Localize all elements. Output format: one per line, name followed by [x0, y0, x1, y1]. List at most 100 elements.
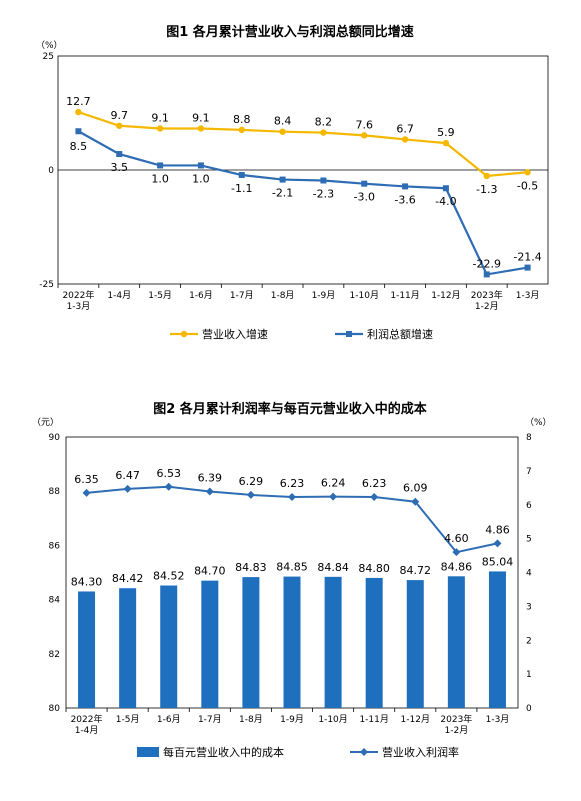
chart-1-data-label: -0.5: [517, 179, 538, 192]
chart-1-series-line-1: [77, 130, 528, 276]
chart-1-legend-label: 利润总额增速: [367, 327, 433, 341]
chart-2-line-point: [370, 492, 379, 501]
chart-1-point: [442, 185, 449, 192]
chart-1-data-label: 9.7: [111, 109, 129, 122]
chart-1-legend-marker: [346, 331, 352, 337]
chart-1-data-label: 3.5: [111, 161, 129, 174]
chart-1-data-label: 6.7: [396, 122, 414, 135]
chart-2-y-tick-right: 6: [526, 501, 532, 511]
chart-1-data-label: 12.7: [66, 95, 91, 108]
chart-1-data-label: 8.8: [233, 113, 251, 126]
chart-1-x-tick-label: 1-12月: [431, 290, 460, 301]
chart-1-data-label: 8.4: [274, 115, 292, 128]
chart-1-y-tick-label: -25: [39, 280, 54, 290]
chart-2: 图2 各月累计利润率与每百元营业收入中的成本 （元） （%） 84.30 84.4…: [32, 401, 552, 759]
chart-2-line-label: 6.23: [280, 477, 305, 490]
chart-2-bar: [119, 588, 137, 708]
chart-1-data-label: -1.1: [231, 182, 252, 195]
chart-1-title: 图1 各月累计营业收入与利润总额同比增速: [166, 24, 414, 40]
chart-1-legend: 营业收入增速 利润总额增速: [170, 327, 433, 341]
chart-2-y-tick-right: 1: [526, 670, 532, 680]
chart-1-y-unit: （%）: [36, 40, 63, 51]
chart-1-data-label: 9.1: [151, 112, 169, 125]
chart-2-line-point: [164, 482, 173, 491]
chart-2-line-label: 6.47: [115, 469, 140, 482]
chart-2-bar-label: 84.86: [441, 560, 473, 573]
chart-2-line-label: 4.60: [444, 532, 469, 545]
chart-1-point: [483, 271, 490, 278]
chart-1-data-label: -21.4: [513, 251, 541, 264]
chart-2-bar-label: 84.80: [358, 562, 390, 575]
chart-2-legend: 每百元营业收入中的成本 营业收入利润率: [137, 745, 459, 759]
chart-1-series: 12.7 9.7 9.1 9.1 8.8 8.4 8.2 7.6 6.7 5.9 -1.3 -0.5 8…: [58, 95, 548, 278]
chart-2-x-tick-label: 1-2月: [445, 725, 469, 736]
chart-2-bar: [78, 591, 96, 708]
chart-1-y-tick-label: 0: [48, 166, 54, 176]
chart-2-x-tick-label: 1-5月: [116, 714, 140, 725]
chart-1-data-label: -4.0: [435, 195, 456, 208]
chart-1-data-label: 1.0: [151, 172, 169, 185]
chart-1-data-label: -2.3: [313, 187, 334, 200]
chart-2-x-tick-label: 1-8月: [239, 714, 263, 725]
chart-2-x-tick-label: 1-10月: [318, 714, 347, 725]
chart-1-point: [75, 128, 82, 135]
chart-2-line-label: 6.24: [321, 477, 346, 490]
chart-2-y-tick-left: 84: [49, 596, 61, 606]
chart-2-line-label: 6.09: [403, 482, 428, 495]
chart-1-data-label: 8.2: [315, 116, 333, 129]
chart-2-bar-label: 84.72: [400, 564, 432, 577]
chart-1-x-tick-label: 1-8月: [271, 290, 295, 301]
chart-2-y-unit-right: （%）: [525, 417, 552, 428]
chart-2-line-label: 6.39: [198, 472, 223, 485]
chart-2-y-tick-right: 7: [526, 467, 532, 477]
chart-2-y-tick-right: 2: [526, 636, 532, 646]
chart-1-point: [320, 129, 327, 136]
chart-1-data-label: 9.1: [192, 112, 210, 125]
chart-1-x-tick-label: 1-11月: [390, 290, 419, 301]
chart-1-point: [401, 136, 409, 143]
chart-2-y-tick-right: 4: [526, 569, 532, 579]
chart-1-data-label: 1.0: [192, 172, 210, 185]
chart-2-y-tick-left: 88: [49, 487, 61, 497]
chart-2-x-tick-label: 1-7月: [198, 714, 222, 725]
chart-2-bar-label: 84.30: [71, 575, 103, 588]
chart-2-bar-label: 84.52: [153, 570, 185, 583]
chart-1-point: [75, 108, 82, 116]
chart-1-point: [157, 162, 164, 169]
chart-2-y-ticks: 90 88 86 84 82 80 8 7 6 5 4 3 2 1 0: [49, 433, 532, 714]
chart-1-x-tick-label: 1-9月: [312, 290, 336, 301]
chart-1-point: [238, 126, 245, 134]
chart-1-x-tick-label: 1-3月: [67, 301, 91, 312]
chart-1-point: [279, 128, 286, 135]
chart-2-bar: [283, 576, 301, 708]
chart-2-line-point: [452, 548, 461, 557]
chart-1-point: [197, 125, 205, 132]
chart-2-x-tick-label: 1-3月: [486, 714, 510, 725]
chart-2-legend-marker: [360, 748, 368, 756]
chart-1-point: [156, 125, 164, 132]
chart-1: 图1 各月累计营业收入与利润总额同比增速 （%） 250-25 2022年1-3…: [36, 24, 549, 341]
chart-2-line-point: [82, 488, 91, 497]
chart-2-y-tick-right: 8: [526, 433, 532, 443]
chart-2-line-point: [123, 484, 132, 493]
chart-2-bar: [160, 585, 178, 708]
chart-2-line-label: 6.29: [239, 475, 264, 488]
chart-2-bar: [365, 577, 383, 708]
chart-2-bar: [324, 576, 342, 708]
chart-2-line-point: [205, 487, 214, 496]
chart-1-data-label: 7.6: [356, 118, 374, 131]
chart-2-x-tick-label: 1-4月: [75, 725, 99, 736]
chart-1-point: [442, 139, 450, 147]
chart-2-line-point: [329, 492, 338, 501]
chart-2-bar: [201, 580, 219, 708]
chart-1-x-tick-label: 2023年: [471, 289, 503, 301]
chart-2-line-point: [246, 490, 255, 499]
chart-1-data-label: 5.9: [437, 126, 455, 139]
chart-2-y-tick-right: 3: [526, 602, 532, 612]
chart-2-legend-bar-swatch: [137, 747, 159, 757]
chart-2-y-tick-left: 86: [49, 541, 61, 551]
chart-1-point: [402, 183, 409, 190]
chart-2-legend-bar-label: 每百元营业收入中的成本: [163, 745, 284, 759]
chart-2-legend-line-label: 营业收入利润率: [382, 745, 459, 759]
